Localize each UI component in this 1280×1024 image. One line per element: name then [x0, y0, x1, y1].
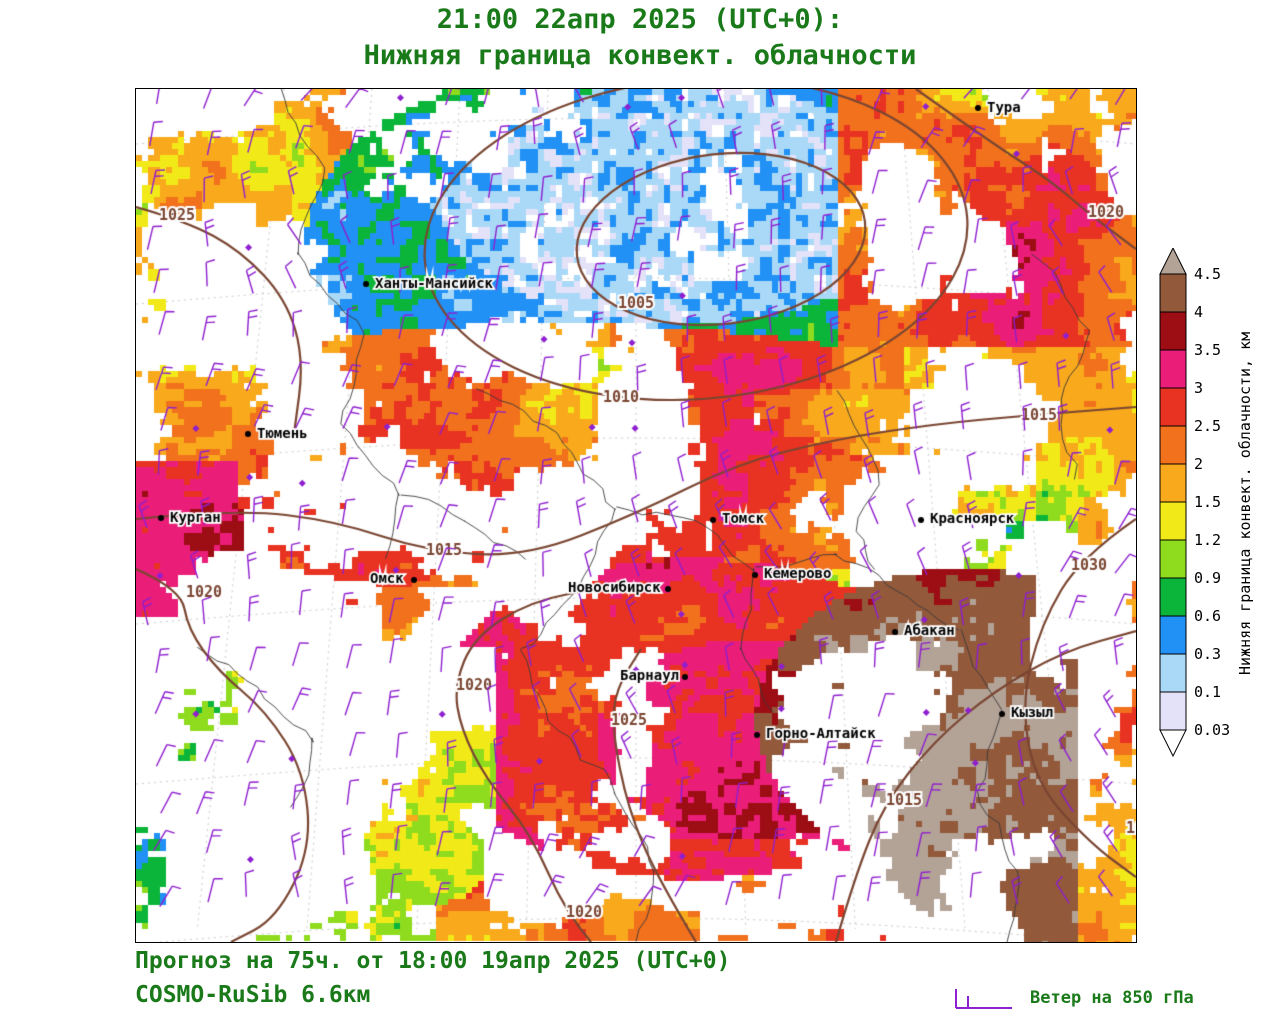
colorbar-segment — [1159, 273, 1187, 313]
legend-tick: 0.6 — [1194, 607, 1221, 625]
model-info: COSMO-RuSib 6.6км — [135, 982, 371, 1008]
title-datetime: 21:00 22апр 2025 (UTC+0): — [436, 4, 844, 35]
colorbar-segment — [1159, 615, 1187, 655]
colorbar-segment — [1159, 387, 1187, 427]
title-parameter: Нижняя граница конвект. облачности — [363, 40, 917, 71]
weather-map-canvas — [136, 89, 1136, 942]
legend-tick: 3 — [1194, 379, 1203, 397]
colorbar: 4.5 4 3.5 3 2.5 2 1.5 1.2 0.9 0.6 0.3 0.1 0.03 — [1159, 248, 1230, 758]
colorbar-segment — [1159, 691, 1187, 731]
legend-tick: 3.5 — [1194, 341, 1221, 359]
wind-legend: Ветер на 850 гПа — [950, 984, 1194, 1012]
colorbar-above-segment — [1159, 248, 1187, 275]
legend-tick: 4.5 — [1194, 265, 1221, 283]
legend-tick: 1.2 — [1194, 531, 1221, 549]
colorbar-below-segment — [1159, 729, 1187, 758]
legend-tick: 2.5 — [1194, 417, 1221, 435]
colorbar-segment — [1159, 539, 1187, 579]
wind-legend-label: Ветер на 850 гПа — [1030, 988, 1194, 1008]
colorbar-segment — [1159, 463, 1187, 503]
legend-tick: 2 — [1194, 455, 1203, 473]
weather-map — [135, 88, 1137, 943]
legend-tick: 1.5 — [1194, 493, 1221, 511]
legend-tick: 0.03 — [1194, 721, 1230, 739]
legend-tick: 4 — [1194, 303, 1203, 321]
legend-tick: 0.9 — [1194, 569, 1221, 587]
legend-tick: 0.1 — [1194, 683, 1221, 701]
colorbar-axis-label: Нижняя граница конвект. облачности, км — [1236, 331, 1254, 675]
colorbar-segment — [1159, 577, 1187, 617]
colorbar-segment — [1159, 349, 1187, 389]
legend-tick: 0.3 — [1194, 645, 1221, 663]
colorbar-segment — [1159, 653, 1187, 693]
forecast-info: Прогноз на 75ч. от 18:00 19апр 2025 (UTC… — [135, 948, 731, 974]
colorbar-segment — [1159, 501, 1187, 541]
wind-barb-icon — [955, 989, 1012, 1009]
colorbar-segment — [1159, 311, 1187, 351]
colorbar-segment — [1159, 425, 1187, 465]
page-title: 21:00 22апр 2025 (UTC+0): Нижняя граница… — [0, 2, 1280, 74]
